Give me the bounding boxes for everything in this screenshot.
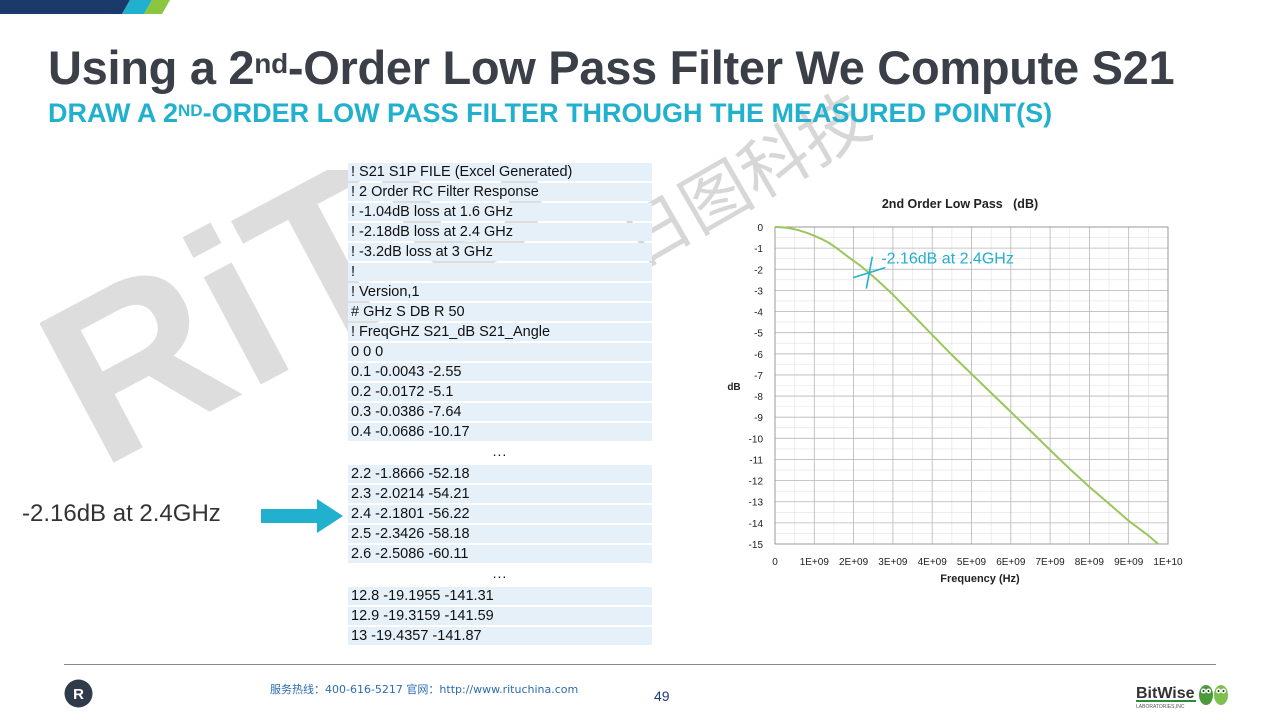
ritu-footer-logo-icon: R — [64, 679, 93, 708]
plot-border — [774, 226, 1169, 545]
file-line: ! — [348, 263, 652, 281]
x-tick-label: 1E+10 — [1153, 557, 1183, 568]
ellipsis: ... — [492, 443, 508, 459]
file-line: 12.9 -19.3159 -141.59 — [348, 607, 652, 625]
x-tick-label: 2E+09 — [839, 557, 869, 568]
x-tick-label: 8E+09 — [1075, 557, 1105, 568]
x-tick-label: 4E+09 — [918, 557, 948, 568]
x-tick-label: 9E+09 — [1114, 557, 1144, 568]
file-line: ! Version,1 — [348, 283, 652, 301]
y-tick-label: -6 — [754, 350, 763, 361]
file-line: ! -2.18dB loss at 2.4 GHz — [348, 223, 652, 241]
s1p-file-listing: ! S21 S1P FILE (Excel Generated) ! 2 Ord… — [348, 163, 652, 647]
y-tick-label: -12 — [749, 477, 764, 488]
page-number: 49 — [654, 688, 670, 704]
bitwise-logo: BitWise LABORATORIES,INC — [1136, 685, 1228, 710]
file-line: 0.2 -0.0172 -5.1 — [348, 383, 652, 401]
y-tick-label: -9 — [754, 413, 763, 424]
y-tick-label: -13 — [749, 498, 764, 509]
y-tick-label: -10 — [749, 434, 764, 445]
file-line: # GHz S DB R 50 — [348, 303, 652, 321]
x-tick-label: 5E+09 — [957, 557, 987, 568]
top-accent-stripes — [0, 0, 170, 14]
annotation-label: -2.16dB at 2.4GHz — [881, 251, 1014, 268]
y-tick-label: -4 — [754, 308, 763, 319]
file-line: 2.3 -2.0214 -54.21 — [348, 485, 652, 503]
file-line: 0.1 -0.0043 -2.55 — [348, 363, 652, 381]
y-tick-label: -2 — [754, 265, 763, 276]
file-line: ! S21 S1P FILE (Excel Generated) — [348, 163, 652, 181]
x-axis-label: Frequency (Hz) — [940, 573, 1020, 585]
y-tick-label: -14 — [749, 519, 764, 530]
file-line: 13 -19.4357 -141.87 — [348, 627, 652, 645]
slide-title: Using a 2nd-Order Low Pass Filter We Com… — [48, 41, 1175, 94]
x-tick-label: 3E+09 — [878, 557, 908, 568]
y-tick-label: -1 — [754, 244, 763, 255]
slide-subtitle: DRAW A 2ND-ORDER LOW PASS FILTER THROUGH… — [48, 98, 1053, 128]
file-line: 2.5 -2.3426 -58.18 — [348, 525, 652, 543]
bitwise-brand-subtext: LABORATORIES,INC — [1136, 704, 1185, 710]
file-line: 0.3 -0.0386 -7.64 — [348, 403, 652, 421]
y-tick-label: -15 — [749, 540, 764, 551]
file-line: ! 2 Order RC Filter Response — [348, 183, 652, 201]
file-line: ! -1.04dB loss at 1.6 GHz — [348, 203, 652, 221]
callout-arrow-icon — [261, 499, 343, 533]
file-line: ! FreqGHZ S21_dB S21_Angle — [348, 323, 652, 341]
x-tick-label: 0 — [772, 557, 778, 568]
file-line: 0.4 -0.0686 -10.17 — [348, 423, 652, 441]
y-tick-label: 0 — [757, 223, 763, 234]
series-line — [774, 226, 1159, 545]
x-tick-label: 7E+09 — [1035, 557, 1065, 568]
file-line: 12.8 -19.1955 -141.31 — [348, 587, 652, 605]
bitwise-brand-text: BitWise — [1136, 685, 1195, 702]
y-tick-label: -5 — [754, 329, 763, 340]
file-line: 2.2 -1.8666 -52.18 — [348, 465, 652, 483]
y-tick-label: -11 — [749, 455, 763, 466]
x-tick-label: 1E+09 — [800, 557, 830, 568]
lowpass-chart: 0 -1 -2 -3 -4 -5 -6 -7 -8 -9 -10 -11 -12 -13 -14 -15 0 1E… — [727, 197, 1183, 585]
footer-logo-letter: R — [73, 686, 84, 703]
y-tick-label: -3 — [754, 286, 763, 297]
footer-contact-info: 服务热线：400-616-5217 官网：http://www.rituchin… — [270, 683, 579, 696]
annotation-marker-line — [865, 256, 874, 289]
x-tick-label: 6E+09 — [996, 557, 1026, 568]
file-line: 0 0 0 — [348, 343, 652, 361]
y-tick-label: -7 — [754, 371, 763, 382]
ellipsis: ... — [492, 565, 508, 581]
file-line: 2.6 -2.5086 -60.11 — [348, 545, 652, 563]
owl-icon — [1199, 685, 1228, 705]
footer-divider — [64, 664, 1216, 665]
file-line: ! -3.2dB loss at 3 GHz — [348, 243, 652, 261]
chart-title: 2nd Order Low Pass (dB) — [882, 197, 1038, 211]
callout-label: -2.16dB at 2.4GHz — [22, 500, 221, 527]
y-tick-label: -8 — [754, 392, 763, 403]
y-axis-label: dB — [727, 382, 740, 393]
file-line-highlighted: 2.4 -2.1801 -56.22 — [348, 505, 652, 523]
